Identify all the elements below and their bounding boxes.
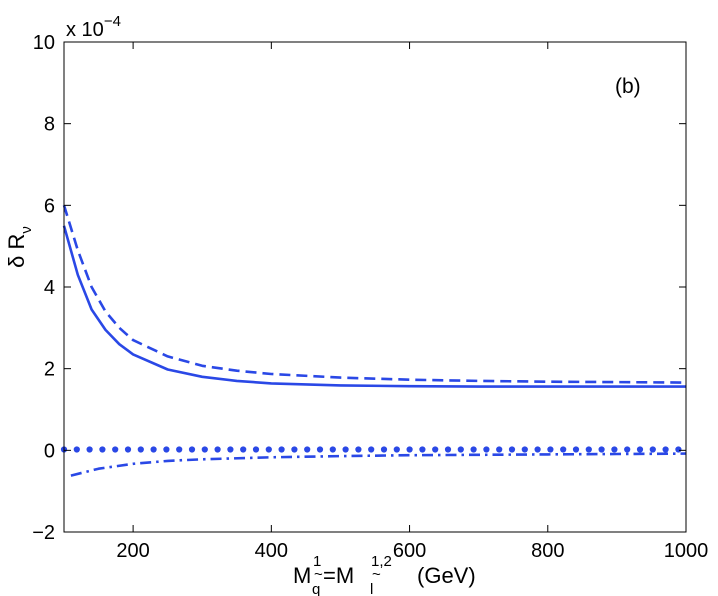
- series-dotted-marker: [137, 446, 144, 453]
- x-tick-label: 400: [255, 540, 288, 562]
- x-label-q-tilde: q: [312, 581, 320, 596]
- series-dotted-marker: [393, 446, 400, 453]
- series-dotted-marker: [278, 446, 285, 453]
- series-dotted-marker: [150, 446, 157, 453]
- series-dotted-marker: [316, 446, 324, 453]
- series-dotted-marker: [99, 446, 106, 453]
- x-tick-label: 1000: [664, 540, 709, 562]
- series-dotted-marker: [252, 446, 260, 453]
- y-tick-label: 0: [44, 440, 55, 462]
- series-dotted-marker: [380, 446, 388, 453]
- series-dotted-marker: [112, 446, 119, 453]
- series-dotted-marker: [406, 446, 413, 453]
- x-label-unit: (GeV): [417, 563, 476, 588]
- x-tick-label: 200: [116, 540, 149, 562]
- series-dotted-marker: [355, 446, 362, 453]
- panel-label: (b): [615, 75, 641, 98]
- series-dotted-marker: [432, 446, 439, 453]
- x-label-tilde-2: ~: [372, 566, 381, 583]
- series-dotted-marker: [444, 446, 452, 453]
- series-dotted-marker: [547, 446, 554, 453]
- y-multiplier-exponent: −4: [104, 13, 121, 30]
- series-dotted-marker: [265, 446, 272, 453]
- series-dotted-marker: [86, 446, 93, 453]
- series-dotted-marker: [649, 446, 656, 453]
- series-dotted-marker: [598, 446, 605, 453]
- x-label-l-tilde: l: [370, 581, 373, 596]
- series-dotted-marker: [124, 446, 132, 453]
- series-dotted-marker: [304, 446, 311, 453]
- series-dotted-marker: [291, 446, 298, 453]
- series-dotted-marker: [368, 446, 375, 453]
- x-tick-label: 800: [531, 540, 564, 562]
- series-dotted-marker: [508, 446, 516, 453]
- series-dotted-marker: [585, 446, 592, 453]
- series-dotted-marker: [227, 446, 234, 453]
- series-dash-dot-line: [70, 452, 687, 477]
- svg-text:δ Rν: δ Rν: [4, 226, 35, 268]
- series-dotted-marker: [483, 446, 490, 453]
- y-axis-label-sub: ν: [18, 226, 35, 234]
- y-axis-label: δ Rν: [4, 226, 35, 268]
- series-dotted-marker: [201, 446, 208, 453]
- series-dotted-marker: [188, 446, 196, 453]
- y-tick-label: 6: [44, 195, 55, 217]
- series-dotted-marker: [534, 446, 541, 453]
- y-tick-label: 10: [33, 32, 55, 54]
- series-dotted-marker: [636, 446, 644, 453]
- tick-labels-layer: 200 400 600 800 1000 −2 0 2 4 6 8 10: [32, 32, 708, 562]
- ticks-layer: [64, 41, 687, 533]
- series-dotted-marker: [457, 446, 464, 453]
- y-tick-label: −2: [32, 522, 55, 544]
- x-label-tilde-1: ~: [314, 566, 323, 583]
- series-dotted-marker: [521, 446, 528, 453]
- y-tick-label: 8: [44, 114, 55, 136]
- series-dotted-marker: [572, 446, 580, 453]
- x-axis-label: M q ~ 1 =M l ~ 1,2 (GeV): [293, 553, 476, 596]
- series-dotted-marker: [240, 446, 247, 453]
- series-dotted-marker: [470, 446, 477, 453]
- series-dotted-marker: [176, 446, 183, 453]
- series-dotted-marker: [329, 446, 336, 453]
- series-dashed-line: [62, 204, 687, 384]
- series-solid-line: [62, 225, 686, 388]
- y-multiplier: x 10−4: [66, 13, 121, 41]
- series-dotted-marker: [624, 446, 631, 453]
- x-label-equals-m: =M: [323, 563, 354, 588]
- series-dotted-marker: [662, 446, 669, 453]
- series-layer: [60, 204, 687, 477]
- series-dotted-marker: [496, 446, 503, 453]
- series-dotted-marker: [342, 446, 349, 453]
- series-dotted-marker: [214, 446, 221, 453]
- y-tick-label: 2: [44, 359, 55, 381]
- series-dotted-marker: [675, 446, 682, 453]
- series-dotted-marker: [163, 446, 170, 453]
- series-dotted-marker: [611, 446, 618, 453]
- x-label-m1: M: [293, 563, 311, 588]
- x-tick-label: 600: [393, 540, 426, 562]
- series-dotted-marker: [560, 446, 567, 453]
- y-multiplier-base: x 10: [66, 19, 104, 41]
- y-axis-label-main: δ R: [4, 234, 29, 268]
- series-dotted-marker: [419, 446, 426, 453]
- y-tick-label: 4: [44, 277, 55, 299]
- series-dotted-marker: [73, 446, 80, 453]
- x-label-sup-1: 1: [313, 553, 321, 570]
- x-label-sup-12: 1,2: [371, 553, 392, 570]
